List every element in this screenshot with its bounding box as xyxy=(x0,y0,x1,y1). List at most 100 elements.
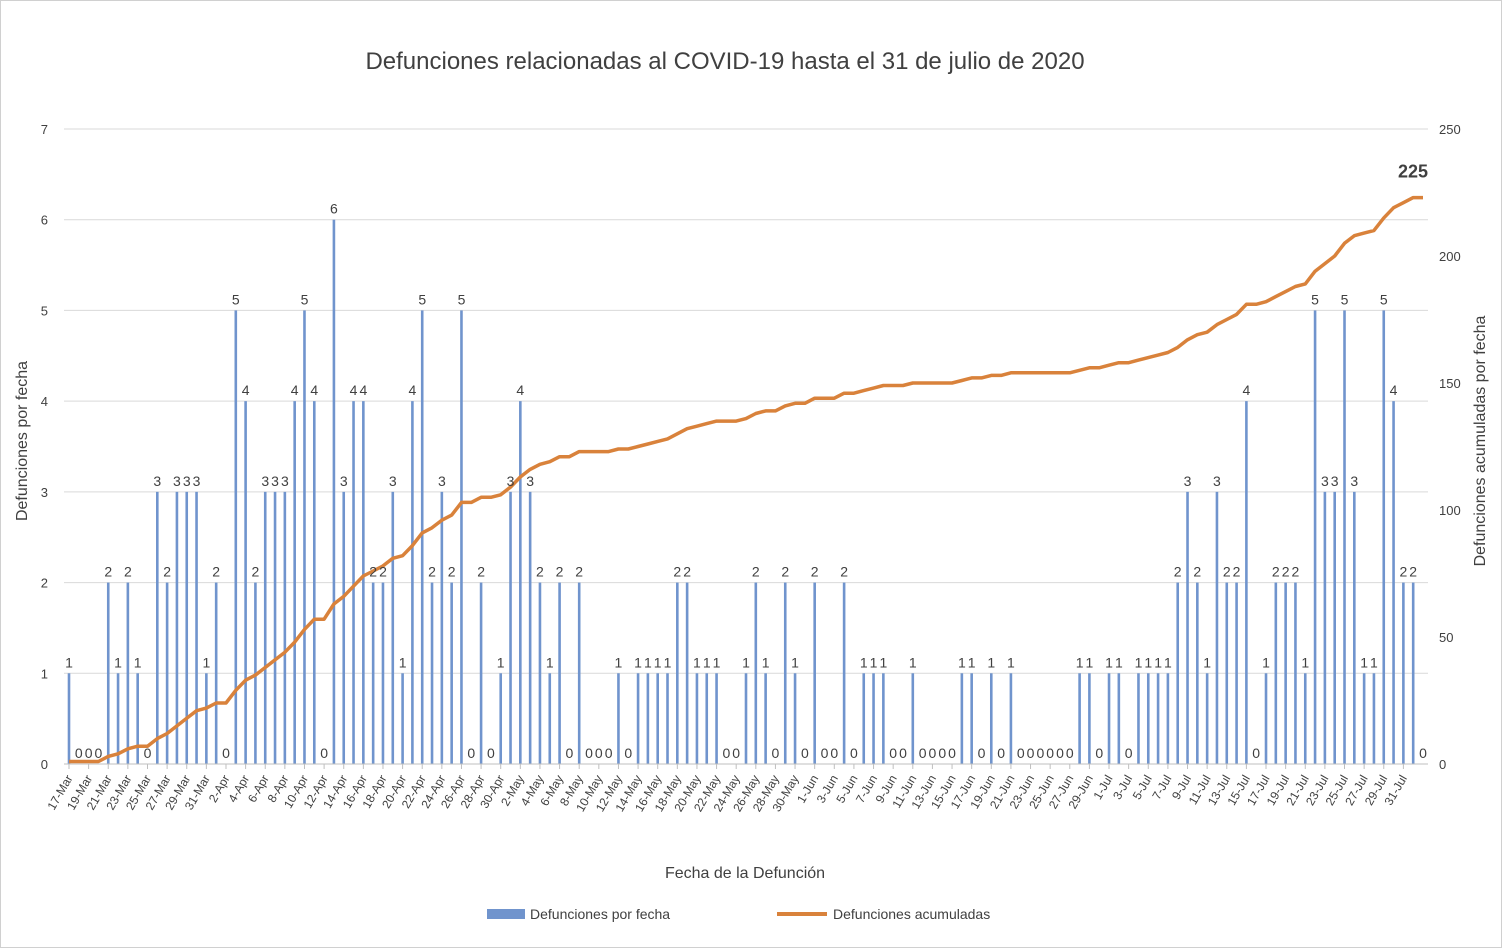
bar xyxy=(882,673,885,764)
legend-line-label: Defunciones acumuladas xyxy=(833,906,990,922)
bar xyxy=(1333,491,1336,764)
bar xyxy=(617,673,620,764)
bar-data-label: 1 xyxy=(615,654,623,670)
bar-data-label: 4 xyxy=(242,382,250,398)
bar xyxy=(1382,310,1386,764)
legend-bar-label: Defunciones por fecha xyxy=(530,906,670,922)
bar xyxy=(205,673,208,764)
bar-data-label: 1 xyxy=(1076,654,1084,670)
bar-data-label: 0 xyxy=(772,745,780,761)
bar xyxy=(528,491,532,764)
bar-data-label: 2 xyxy=(379,564,387,580)
left-tick-label: 6 xyxy=(41,213,48,228)
left-axis-title: Defunciones por fecha xyxy=(14,361,31,521)
bar-data-label: 3 xyxy=(1350,473,1358,489)
bar-data-label: 2 xyxy=(369,564,377,580)
right-tick-label: 0 xyxy=(1439,757,1446,772)
bar-data-label: 5 xyxy=(1380,291,1388,307)
bar-data-label: 0 xyxy=(889,745,897,761)
bar-data-label: 0 xyxy=(929,745,937,761)
bar-data-label: 1 xyxy=(693,654,701,670)
bar xyxy=(1107,673,1111,764)
bar-data-label: 2 xyxy=(124,564,132,580)
bar-data-label: 1 xyxy=(1301,654,1309,670)
bar-data-label: 0 xyxy=(948,745,956,761)
bar-data-label: 0 xyxy=(821,745,829,761)
bar xyxy=(1117,673,1121,764)
bar xyxy=(411,401,414,764)
bar xyxy=(1303,673,1307,764)
bar-data-label: 1 xyxy=(1135,654,1143,670)
bar xyxy=(1313,310,1317,764)
bar-data-label: 2 xyxy=(104,564,112,580)
bar xyxy=(479,582,483,764)
bar xyxy=(362,401,365,764)
x-tick-label: 1-Jul xyxy=(1090,773,1115,803)
chart-title: Defunciones relacionadas al COVID-19 has… xyxy=(365,48,1084,75)
left-tick-label: 2 xyxy=(41,576,48,591)
bar-data-label: 1 xyxy=(654,654,662,670)
bar-data-label: 0 xyxy=(95,745,103,761)
bar-data-label: 2 xyxy=(1282,564,1290,580)
bar xyxy=(440,491,444,764)
bar xyxy=(126,582,130,764)
bar xyxy=(783,582,787,764)
bar-data-label: 2 xyxy=(781,564,789,580)
bar xyxy=(1225,582,1229,764)
bar-data-label: 0 xyxy=(938,745,946,761)
bar xyxy=(911,673,915,764)
bar xyxy=(1284,582,1287,764)
bar xyxy=(293,401,296,764)
bar xyxy=(273,491,277,764)
bar xyxy=(1353,491,1356,764)
bar xyxy=(685,582,689,764)
bar xyxy=(1196,582,1199,764)
x-axis-title: Fecha de la Defunción xyxy=(665,865,825,882)
bar xyxy=(1362,673,1366,764)
bar xyxy=(1009,673,1013,764)
bar xyxy=(460,310,463,764)
bar-data-label: 2 xyxy=(1174,564,1182,580)
bar-data-label: 0 xyxy=(1017,745,1025,761)
bar-data-label: 2 xyxy=(556,564,564,580)
bar-data-label: 4 xyxy=(1242,382,1250,398)
bar-data-label: 1 xyxy=(1007,654,1015,670)
bar xyxy=(793,673,797,764)
bar xyxy=(548,673,552,764)
bar-data-label: 3 xyxy=(1213,473,1221,489)
x-tick-label: 5-Jul xyxy=(1130,773,1155,803)
bar xyxy=(195,491,198,764)
bar xyxy=(214,582,218,764)
bar xyxy=(764,673,767,764)
bar-data-label: 0 xyxy=(487,745,495,761)
bar xyxy=(1166,673,1170,764)
bar xyxy=(1264,673,1268,764)
bar-data-label: 0 xyxy=(919,745,927,761)
bar xyxy=(420,310,424,764)
bar-data-label: 1 xyxy=(762,654,770,670)
bar-data-label: 0 xyxy=(1419,745,1427,761)
bar-data-label: 1 xyxy=(1144,654,1152,670)
x-tick-label: 7-Jul xyxy=(1149,773,1174,803)
bar-data-label: 1 xyxy=(879,654,887,670)
bar xyxy=(676,582,679,764)
bar-data-label: 0 xyxy=(144,745,152,761)
bar-data-label: 2 xyxy=(840,564,848,580)
right-axis-title: Defunciones acumuladas por fecha xyxy=(1472,315,1489,566)
bar xyxy=(715,673,718,764)
bar-data-label: 1 xyxy=(664,654,672,670)
bar xyxy=(1323,491,1327,764)
bar-data-label: 1 xyxy=(399,654,407,670)
left-tick-label: 1 xyxy=(41,666,48,681)
left-axis: 0 1 2 3 4 5 6 7 xyxy=(41,122,48,772)
bar-data-label: 2 xyxy=(673,564,681,580)
bar xyxy=(1205,673,1209,764)
bar-data-label: 0 xyxy=(1095,745,1103,761)
bar-data-label: 0 xyxy=(1027,745,1035,761)
bar xyxy=(136,673,139,764)
right-tick-label: 150 xyxy=(1439,376,1461,391)
right-tick-label: 50 xyxy=(1439,630,1453,645)
bar-data-label: 0 xyxy=(605,745,613,761)
